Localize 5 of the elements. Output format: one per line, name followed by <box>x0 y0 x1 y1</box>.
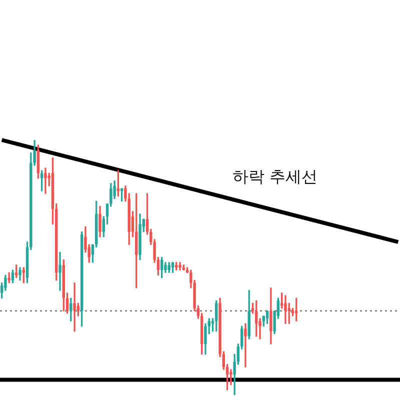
candlestick <box>58 252 62 291</box>
candlestick <box>73 282 76 332</box>
candlestick <box>44 168 47 194</box>
annotation: 하락 추세선 <box>232 167 318 186</box>
candlestick <box>244 323 247 368</box>
